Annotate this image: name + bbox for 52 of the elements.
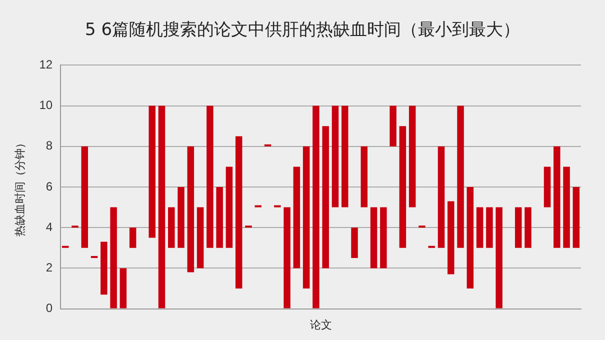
bar [408,106,416,208]
bar [235,136,242,288]
bar [544,166,551,208]
bar [380,207,387,268]
bar [514,207,522,248]
bar [399,126,406,248]
bar [129,228,136,248]
bar [360,146,368,208]
bar [302,146,310,288]
bar [187,146,194,272]
chart-title: 5 6篇随机搜索的论文中供肝的热缺血时间（最小到最大） [84,19,522,41]
y-tick-label: 6 [46,179,53,194]
bar [226,166,233,248]
bar [554,146,560,248]
bar [216,187,223,248]
bar [332,106,339,208]
bar [81,146,88,248]
bar [341,106,348,208]
bar [312,106,320,308]
bar [486,207,493,248]
bar [168,207,175,248]
bar [351,228,358,258]
bar [476,207,484,248]
bar [448,201,454,274]
bar [322,126,329,268]
bar [563,166,570,248]
y-tick-label: 12 [39,58,53,72]
y-tick-label: 2 [46,260,53,275]
bar [178,187,184,248]
bar [284,207,290,308]
y-axis-title: 热缺血时间（分钟） [14,138,27,236]
bar [110,207,117,308]
bar [524,207,532,248]
bar [438,146,445,248]
y-tick-label: 8 [46,138,53,153]
bar [370,207,378,268]
bar [466,187,474,288]
x-axis-title: 论文 [310,318,332,332]
bar [158,106,166,308]
bar [572,187,580,248]
bar [293,166,300,268]
bar [120,268,127,308]
y-tick-label: 0 [46,301,53,316]
y-tick-label: 10 [39,98,53,112]
bar [457,106,464,248]
y-tick-label: 4 [46,220,53,234]
bar [196,207,204,268]
bar [206,106,214,248]
bar [100,242,108,295]
bar [148,106,156,238]
bar [496,207,502,308]
bar [390,106,396,146]
